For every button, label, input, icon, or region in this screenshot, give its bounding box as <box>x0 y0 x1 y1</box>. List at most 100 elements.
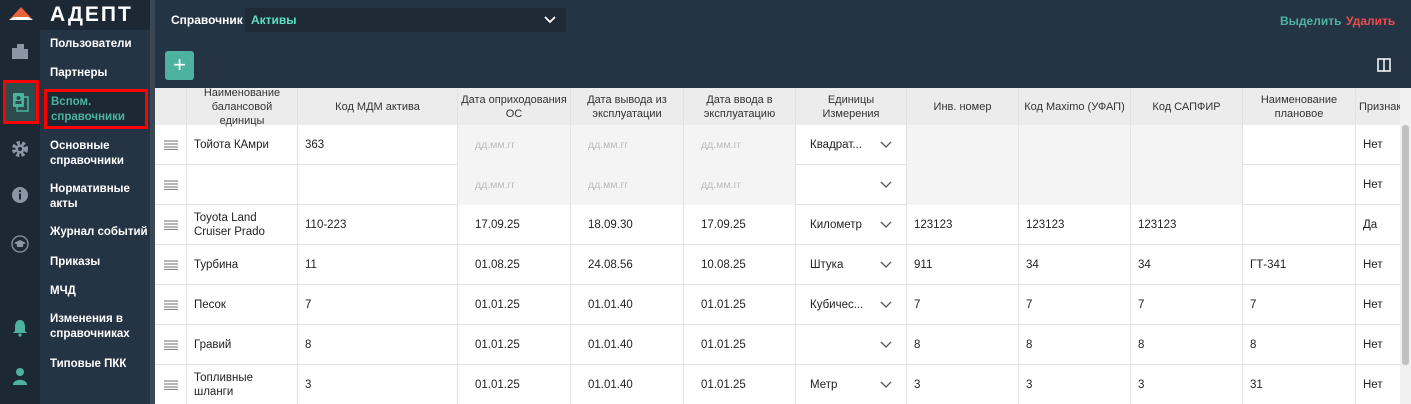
table-cell[interactable]: 24.08.56 <box>571 245 684 285</box>
table-cell[interactable]: 911 <box>907 245 1019 285</box>
table-cell[interactable]: Нет <box>1356 365 1400 404</box>
column-header[interactable]: Дата оприходования ОС <box>458 88 571 125</box>
table-cell[interactable]: 3 <box>907 365 1019 404</box>
table-cell[interactable]: дд.мм.гг <box>458 125 571 165</box>
table-cell[interactable]: Toyota Land Cruiser Prado <box>187 205 298 245</box>
table-cell[interactable]: Турбина <box>187 245 298 285</box>
directory-select[interactable]: Активы <box>245 8 566 32</box>
columns-icon[interactable] <box>1377 58 1391 72</box>
table-cell[interactable]: Да <box>1356 205 1400 245</box>
table-row[interactable]: Турбина 11 01.08.25 24.08.56 10.08.25 Штука 91… <box>155 245 1400 285</box>
drag-handle[interactable] <box>155 365 187 404</box>
table-row[interactable]: дд.мм.гг дд.мм.гг дд.мм.гг Нет <box>155 165 1400 205</box>
table-row[interactable]: Тойота КАмри 363 дд.мм.гг дд.мм.гг дд.мм.гг К… <box>155 125 1400 165</box>
sidebar-item-5[interactable]: Журнал событий <box>50 225 150 240</box>
table-cell[interactable]: 7 <box>298 285 458 325</box>
table-cell[interactable]: дд.мм.гг <box>684 125 796 165</box>
table-cell[interactable]: 31 <box>1243 365 1356 404</box>
table-cell[interactable]: Нет <box>1356 125 1400 165</box>
drag-handle[interactable] <box>155 165 187 205</box>
sidebar-item-9[interactable]: Типовые ПКК <box>50 357 150 372</box>
table-cell[interactable]: 17.09.25 <box>458 205 571 245</box>
documents-icon[interactable] <box>3 80 39 124</box>
table-cell[interactable]: 34 <box>1019 245 1131 285</box>
table-cell[interactable]: 17.09.25 <box>684 205 796 245</box>
table-cell[interactable]: Нет <box>1356 165 1400 205</box>
table-cell[interactable]: 01.01.25 <box>684 365 796 404</box>
table-cell[interactable]: 01.01.40 <box>571 325 684 365</box>
table-cell[interactable]: 7 <box>1131 285 1243 325</box>
column-header[interactable]: Дата ввода в эксплуатацию <box>684 88 796 125</box>
table-cell[interactable]: 8 <box>1019 325 1131 365</box>
table-cell[interactable]: 7 <box>907 285 1019 325</box>
column-header[interactable]: Код МДМ актива <box>298 88 458 125</box>
delete-button[interactable]: Удалить <box>1346 14 1396 28</box>
graduation-icon[interactable] <box>8 232 32 256</box>
sidebar-item-1[interactable]: Партнеры <box>50 66 150 81</box>
table-cell[interactable]: 01.01.25 <box>458 285 571 325</box>
sidebar-item-6[interactable]: Приказы <box>50 255 150 270</box>
sidebar-item-3[interactable]: Основные справочники <box>50 139 150 169</box>
units-select[interactable]: Штука <box>796 245 907 285</box>
column-header[interactable]: Наименование плановое <box>1243 88 1356 125</box>
column-header[interactable]: Наименование балансовой единицы <box>187 88 298 127</box>
units-select[interactable]: Километр <box>796 205 907 245</box>
table-cell[interactable]: Нет <box>1356 245 1400 285</box>
add-button[interactable]: + <box>165 51 194 80</box>
table-cell[interactable]: 01.01.25 <box>458 325 571 365</box>
table-cell[interactable]: ГТ-341 <box>1243 245 1356 285</box>
column-header[interactable]: Инв. номер <box>907 88 1019 125</box>
table-cell[interactable]: 3 <box>1019 365 1131 404</box>
table-cell[interactable] <box>1019 165 1131 205</box>
table-cell[interactable] <box>907 125 1019 165</box>
info-icon[interactable] <box>8 183 32 207</box>
select-button[interactable]: Выделить <box>1280 14 1342 28</box>
table-cell[interactable]: 18.09.30 <box>571 205 684 245</box>
table-cell[interactable] <box>298 165 458 205</box>
table-cell[interactable]: 01.01.25 <box>684 285 796 325</box>
table-cell[interactable]: 7 <box>1243 285 1356 325</box>
column-header[interactable]: Код САПФИР <box>1131 88 1243 125</box>
sidebar-divider[interactable] <box>150 0 155 404</box>
table-cell[interactable]: 01.01.25 <box>684 325 796 365</box>
column-header[interactable] <box>155 88 187 125</box>
column-header[interactable]: Единицы Измерения <box>796 88 907 125</box>
drag-handle[interactable] <box>155 285 187 325</box>
table-cell[interactable]: 8 <box>1243 325 1356 365</box>
table-row[interactable]: Toyota Land Cruiser Prado 110-223 17.09.25… <box>155 205 1400 245</box>
scrollbar-thumb[interactable] <box>1402 125 1409 365</box>
table-cell[interactable]: 3 <box>1131 365 1243 404</box>
table-cell[interactable]: 123123 <box>907 205 1019 245</box>
table-cell[interactable]: 10.08.25 <box>684 245 796 285</box>
table-cell[interactable]: 7 <box>1019 285 1131 325</box>
units-select[interactable]: Кубичес... <box>796 285 907 325</box>
table-cell[interactable]: 8 <box>907 325 1019 365</box>
units-select[interactable]: Квадрат... <box>796 125 907 165</box>
table-cell[interactable] <box>1243 125 1356 165</box>
table-cell[interactable]: 110-223 <box>298 205 458 245</box>
table-cell[interactable] <box>1243 205 1356 245</box>
drag-handle[interactable] <box>155 125 187 165</box>
table-cell[interactable] <box>1019 125 1131 165</box>
units-select[interactable]: Метр <box>796 365 907 404</box>
table-cell[interactable]: Песок <box>187 285 298 325</box>
table-cell[interactable]: Гравий <box>187 325 298 365</box>
drag-handle[interactable] <box>155 245 187 285</box>
units-select[interactable] <box>796 325 907 365</box>
table-cell[interactable]: 3 <box>298 365 458 404</box>
table-row[interactable]: Песок 7 01.01.25 01.01.40 01.01.25 Кубичес...… <box>155 285 1400 325</box>
sidebar-item-7[interactable]: МЧД <box>50 284 150 299</box>
gear-icon[interactable] <box>8 137 32 161</box>
table-cell[interactable]: 123123 <box>1019 205 1131 245</box>
table-cell[interactable]: 01.01.25 <box>458 365 571 404</box>
column-header[interactable]: Признак <box>1356 88 1400 125</box>
table-cell[interactable]: 11 <box>298 245 458 285</box>
table-cell[interactable]: 34 <box>1131 245 1243 285</box>
sidebar-item-4[interactable]: Нормативные акты <box>50 182 150 212</box>
user-icon[interactable] <box>8 364 32 388</box>
table-cell[interactable]: 8 <box>1131 325 1243 365</box>
column-header[interactable]: Код Maximo (УФАП) <box>1019 88 1131 125</box>
table-cell[interactable]: Тойота КАмри <box>187 125 298 165</box>
table-cell[interactable] <box>1131 165 1243 205</box>
table-cell[interactable]: Топливные шланги <box>187 365 298 404</box>
